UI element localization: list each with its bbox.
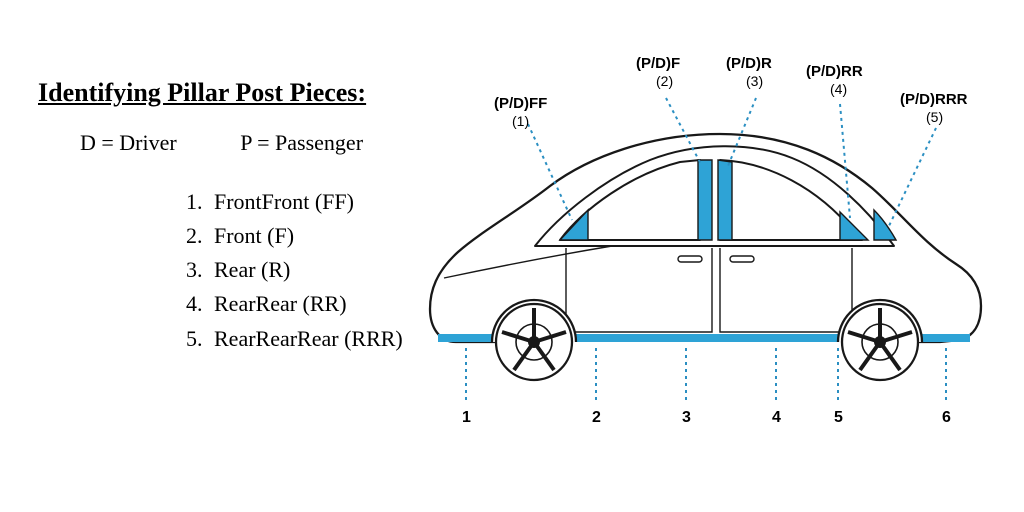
list-item: FrontFront (FF) — [208, 186, 403, 220]
car-diagram: (P/D)FF (1) (P/D)F (2) (P/D)R (3) (P/D)R… — [400, 36, 1000, 476]
bottom-2: 2 — [592, 409, 601, 426]
list-item: Rear (R) — [208, 254, 403, 288]
bottom-6: 6 — [942, 409, 951, 426]
list-item: Front (F) — [208, 220, 403, 254]
rocker-3 — [922, 334, 970, 342]
legend: D = Driver P = Passenger — [80, 130, 363, 156]
pillar-f — [698, 160, 712, 240]
label-f-num: (2) — [656, 73, 673, 89]
list-item: RearRearRear (RRR) — [208, 323, 403, 357]
legend-driver: D = Driver — [80, 130, 177, 156]
label-rrr: (P/D)RRR — [900, 91, 968, 108]
bottom-3: 3 — [682, 409, 691, 426]
list-item: RearRear (RR) — [208, 288, 403, 322]
label-ff-num: (1) — [512, 113, 529, 129]
label-f: (P/D)F — [636, 55, 680, 72]
rocker-1 — [438, 334, 494, 342]
label-ff: (P/D)FF — [494, 95, 547, 112]
label-r: (P/D)R — [726, 55, 772, 72]
page: Identifying Pillar Post Pieces: D = Driv… — [0, 0, 1024, 512]
pillar-r — [718, 160, 732, 240]
hubcap-rear — [874, 336, 886, 348]
hubcap-front — [528, 336, 540, 348]
page-title: Identifying Pillar Post Pieces: — [38, 78, 366, 108]
bottom-4: 4 — [772, 409, 781, 426]
label-rr-num: (4) — [830, 81, 847, 97]
car-svg: (P/D)FF (1) (P/D)F (2) (P/D)R (3) (P/D)R… — [400, 36, 1000, 476]
label-rr: (P/D)RR — [806, 63, 863, 80]
bottom-1: 1 — [462, 409, 471, 426]
bottom-5: 5 — [834, 409, 843, 426]
pillar-list: FrontFront (FF) Front (F) Rear (R) RearR… — [172, 186, 403, 357]
legend-passenger: P = Passenger — [240, 130, 363, 156]
label-r-num: (3) — [746, 73, 763, 89]
rocker-2 — [572, 334, 842, 342]
label-rrr-num: (5) — [926, 109, 943, 125]
